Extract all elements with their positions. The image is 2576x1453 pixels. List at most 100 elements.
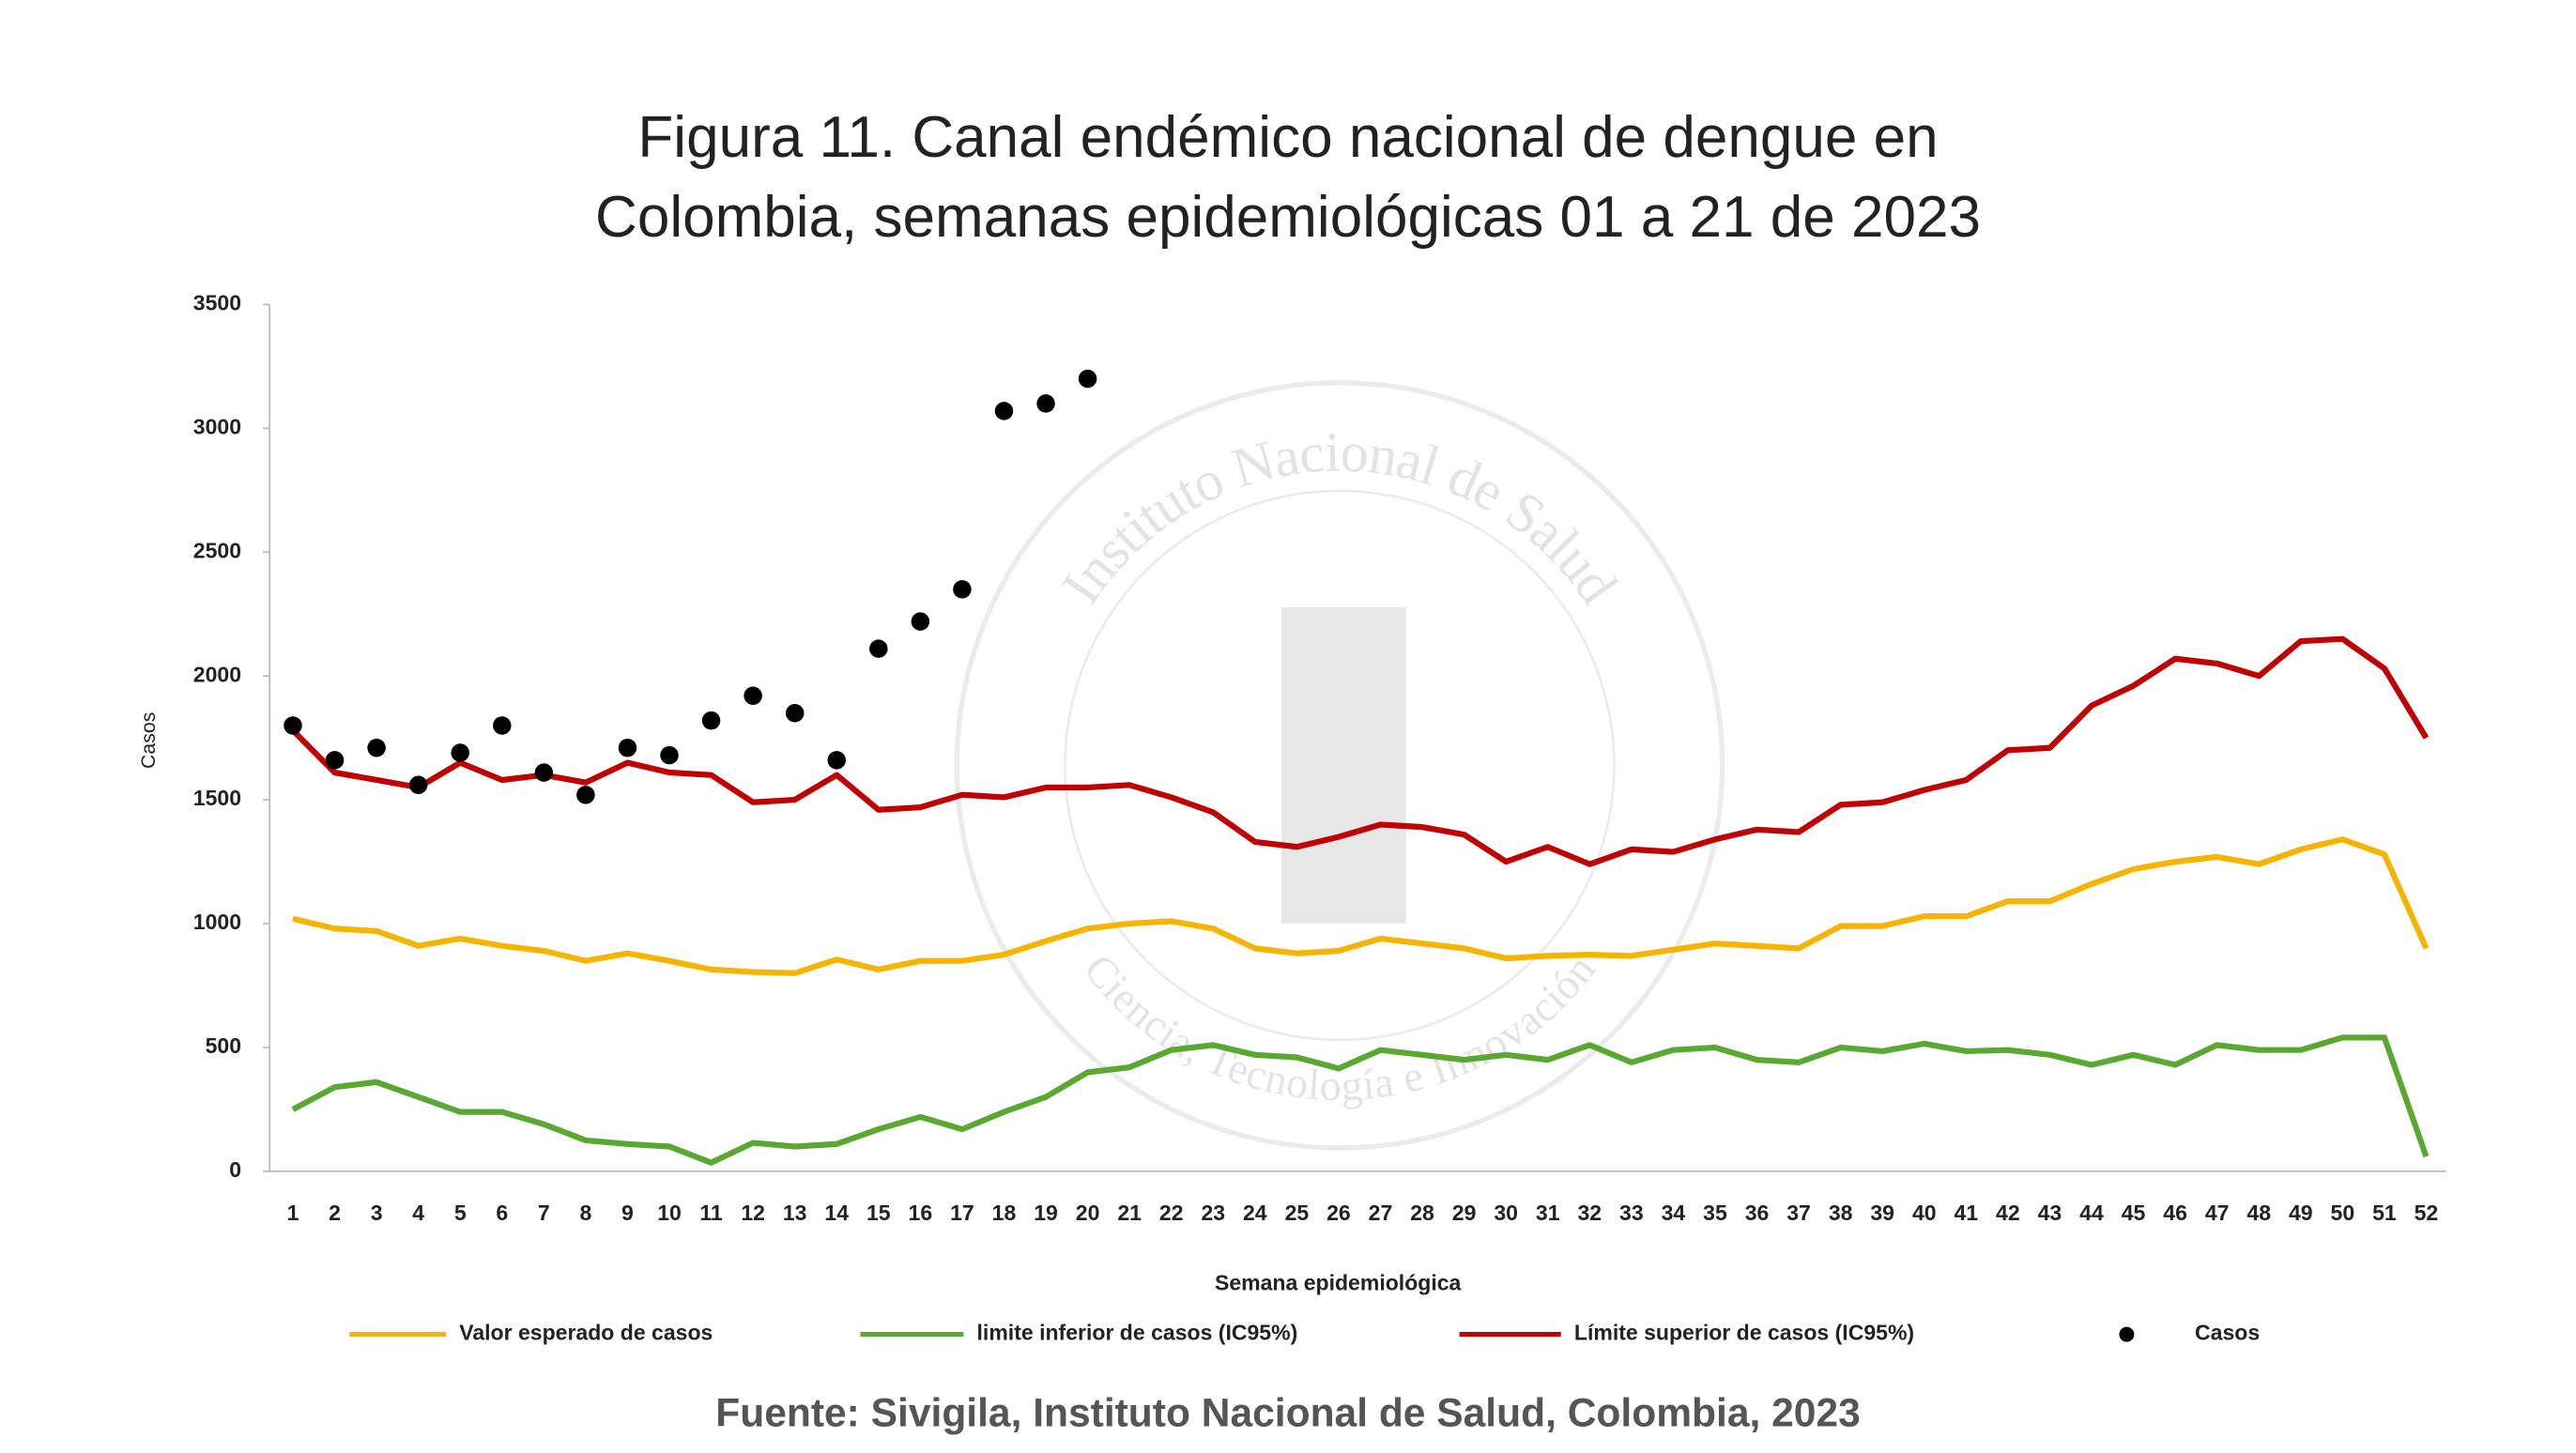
x-tick-label: 46 (2163, 1201, 2187, 1225)
x-tick-label: 18 (992, 1201, 1017, 1225)
x-tick-label: 38 (1829, 1201, 1853, 1225)
series-line (290, 635, 2430, 867)
x-tick-label: 15 (866, 1201, 891, 1225)
legend-marker (2119, 1326, 2135, 1342)
x-tick-label: 31 (1536, 1201, 1560, 1225)
chart-title: Colombia, semanas epidemiológicas 01 a 2… (595, 185, 1981, 250)
x-tick-label: 37 (1786, 1201, 1811, 1225)
x-tick-label: 8 (579, 1201, 591, 1225)
case-point (827, 751, 846, 770)
x-tick-label: 51 (2372, 1201, 2397, 1225)
x-tick-label: 36 (1745, 1201, 1770, 1225)
x-tick-label: 21 (1117, 1201, 1142, 1225)
case-point (534, 763, 554, 782)
legend-label: Valor esperado de casos (459, 1321, 713, 1345)
x-tick-label: 45 (2122, 1201, 2146, 1225)
case-point (576, 786, 595, 804)
x-tick-label: 13 (783, 1201, 807, 1225)
y-tick-label: 2000 (193, 662, 241, 686)
x-tick-label: 16 (909, 1201, 933, 1225)
x-tick-label: 30 (1494, 1201, 1518, 1225)
case-point (325, 751, 345, 770)
x-tick-label: 22 (1159, 1201, 1184, 1225)
x-tick-label: 47 (2205, 1201, 2230, 1225)
x-tick-label: 20 (1076, 1201, 1100, 1225)
y-tick-label: 3500 (193, 290, 241, 314)
series-line (291, 1034, 2430, 1166)
x-tick-label: 4 (412, 1201, 424, 1225)
x-axis-title: Semana epidemiológica (1215, 1271, 1462, 1295)
watermark-text: Instituto Nacional de Salud (1050, 421, 1630, 615)
y-tick-label: 3000 (193, 414, 241, 438)
x-tick-label: 24 (1243, 1201, 1267, 1225)
series-line (292, 836, 2430, 976)
y-axis-title: Casos (137, 712, 160, 769)
x-tick-label: 49 (2289, 1201, 2313, 1225)
watermark-logo (1280, 606, 1406, 924)
y-tick-label: 2500 (193, 538, 241, 562)
y-tick-label: 1000 (193, 910, 241, 934)
watermark: Instituto Nacional de Salud Ciencia, Tec… (954, 380, 1725, 1151)
watermark-ring (954, 380, 1725, 1151)
x-tick-label: 9 (621, 1201, 634, 1225)
case-point (284, 716, 302, 735)
case-point (660, 745, 679, 765)
chart-title: Figura 11. Canal endémico nacional de de… (637, 105, 1938, 170)
x-tick-label: 33 (1619, 1201, 1644, 1225)
y-tick-label: 500 (206, 1033, 241, 1058)
x-tick-label: 5 (454, 1201, 467, 1225)
case-point (408, 775, 428, 795)
x-tick-label: 27 (1369, 1201, 1393, 1225)
source: Fuente: Sivigila, Instituto Nacional de … (715, 1391, 1860, 1436)
x-tick-label: 40 (1912, 1201, 1937, 1225)
x-tick-label: 32 (1577, 1201, 1602, 1225)
x-tick-label: 34 (1662, 1201, 1686, 1225)
x-tick-label: 52 (2415, 1201, 2439, 1225)
case-point (451, 743, 469, 762)
case-point (869, 639, 888, 658)
x-tick-label: 3 (371, 1201, 383, 1225)
x-tick-label: 41 (1954, 1201, 1978, 1225)
x-tick-label: 1 (287, 1201, 299, 1225)
legend-label: Límite superior de casos (IC95%) (1574, 1321, 1914, 1345)
x-tick-label: 11 (699, 1201, 723, 1225)
x-tick-label: 48 (2246, 1201, 2271, 1225)
case-point (744, 686, 762, 706)
x-tick-label: 43 (2038, 1201, 2062, 1225)
case-point (785, 704, 805, 723)
case-point (1036, 394, 1055, 413)
x-tick-label: 50 (2331, 1201, 2355, 1225)
legend-label: limite inferior de casos (IC95%) (977, 1321, 1298, 1345)
x-tick-label: 23 (1201, 1201, 1225, 1225)
case-point (701, 711, 721, 730)
x-tick-label: 25 (1285, 1201, 1310, 1225)
case-point (1078, 369, 1097, 389)
x-tick-label: 6 (496, 1201, 508, 1225)
x-tick-label: 42 (1996, 1201, 2020, 1225)
case-point (367, 738, 386, 757)
legend-label: Casos (2195, 1321, 2260, 1345)
case-point (994, 402, 1014, 421)
watermark-ring (1064, 489, 1616, 1042)
watermark-text: Instituto Nacional de Salud (1050, 421, 1630, 615)
case-point (618, 738, 637, 757)
x-tick-label: 7 (538, 1201, 550, 1225)
y-tick-label: 0 (229, 1157, 241, 1182)
x-tick-label: 29 (1452, 1201, 1477, 1225)
x-tick-label: 39 (1870, 1201, 1894, 1225)
x-tick-label: 19 (1034, 1201, 1058, 1225)
x-tick-label: 35 (1703, 1201, 1727, 1225)
case-point (953, 580, 972, 599)
x-tick-label: 44 (2079, 1201, 2104, 1225)
x-tick-label: 12 (741, 1201, 765, 1225)
x-tick-label: 14 (824, 1201, 849, 1225)
y-tick-label: 1500 (193, 786, 241, 810)
x-tick-label: 2 (329, 1201, 341, 1225)
x-tick-label: 26 (1326, 1201, 1351, 1225)
case-point (911, 612, 930, 631)
x-tick-label: 10 (657, 1201, 682, 1225)
x-tick-label: 28 (1410, 1201, 1434, 1225)
case-point (493, 716, 512, 735)
